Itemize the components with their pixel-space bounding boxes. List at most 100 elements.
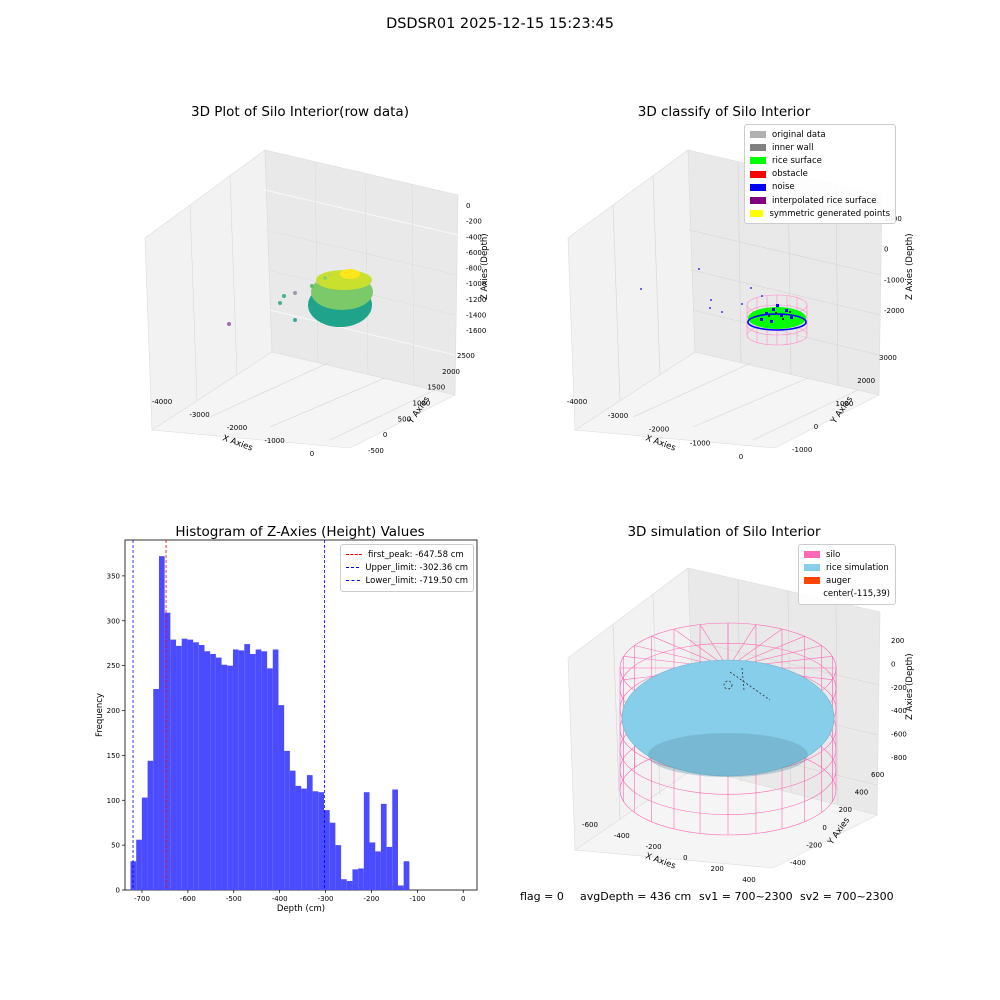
legend-line-swatch bbox=[346, 554, 362, 556]
histogram-x-tick: 0 bbox=[461, 895, 465, 903]
panel2-y-ticks: -1000 0 1000 2000 3000 bbox=[792, 354, 897, 454]
panel1-y-tick: 2500 bbox=[457, 352, 475, 360]
histogram-x-tick: -300 bbox=[318, 895, 334, 903]
panel4-z-tick: 200 bbox=[891, 637, 904, 645]
panel1-x-tick: -3000 bbox=[189, 411, 209, 419]
histogram-bar bbox=[158, 556, 165, 890]
legend-label: symmetric generated points bbox=[769, 208, 890, 219]
panel1-z-tick: -400 bbox=[466, 233, 482, 241]
legend-swatch bbox=[750, 197, 766, 205]
legend-item: obstacle bbox=[750, 168, 890, 181]
panel4-auger bbox=[723, 667, 771, 701]
histogram-bar bbox=[329, 822, 336, 890]
panel1-x-tick: -1000 bbox=[264, 437, 284, 445]
legend-swatch bbox=[750, 144, 766, 152]
histogram-bar bbox=[244, 644, 251, 890]
panel1-z-tick: -200 bbox=[466, 218, 482, 226]
panel2-z-tick: 0 bbox=[884, 246, 888, 254]
legend-swatch bbox=[750, 170, 766, 178]
panel2-x-tick: -1000 bbox=[690, 439, 710, 447]
legend-item: rice surface bbox=[750, 154, 890, 167]
legend-swatch bbox=[750, 131, 766, 139]
panel4-legend: silo rice simulation auger center(-115,39) bbox=[798, 544, 896, 605]
panel2-legend: original data inner wall rice surface obsta… bbox=[744, 124, 896, 225]
panel2-title: 3D classify of Silo Interior bbox=[637, 104, 811, 120]
histogram-legend-item: Lower_limit: -719.50 cm bbox=[346, 574, 468, 587]
panel2-y-tick: 1000 bbox=[836, 400, 854, 408]
panel1-y-tick: -500 bbox=[368, 447, 384, 455]
histogram-bar bbox=[397, 885, 404, 890]
panel1-y-tick: 0 bbox=[383, 431, 387, 439]
panel1-x-ticks: -4000 -3000 -2000 -1000 0 bbox=[152, 398, 314, 458]
legend-item: auger bbox=[804, 574, 890, 587]
histogram-bar bbox=[250, 653, 256, 890]
legend-item: inner wall bbox=[750, 141, 890, 154]
histogram-bar bbox=[363, 792, 370, 890]
legend-item: noise bbox=[750, 181, 890, 194]
legend-swatch bbox=[804, 591, 817, 598]
panel4-z-tick: -600 bbox=[891, 731, 907, 739]
panel2-floor-pane bbox=[574, 351, 880, 449]
panel4-y-tick: -200 bbox=[806, 841, 822, 849]
panel4-y-tick: 600 bbox=[871, 771, 884, 779]
panel1-z-tick: -600 bbox=[466, 249, 482, 257]
panel2-x-tick: 0 bbox=[739, 453, 743, 461]
panel4-z-tick: -400 bbox=[891, 707, 907, 715]
histogram-bar bbox=[181, 638, 188, 890]
panel1-title: 3D Plot of Silo Interior(row data) bbox=[191, 104, 409, 120]
histogram-bar bbox=[176, 645, 182, 890]
panel2-x-ticks: -4000 -3000 -2000 -1000 0 bbox=[567, 398, 743, 461]
panel1-z-tick: -1200 bbox=[466, 296, 486, 304]
histogram-y-tick: 0 bbox=[116, 887, 120, 895]
panel4-x-tick: 0 bbox=[683, 854, 687, 862]
legend-swatch bbox=[804, 551, 820, 559]
histogram-bar bbox=[323, 810, 330, 890]
histogram-x-tick: -500 bbox=[226, 895, 242, 903]
panel2-y-tick: -1000 bbox=[792, 446, 812, 454]
legend-label: noise bbox=[772, 182, 795, 193]
panel4-rice-surface bbox=[621, 659, 835, 777]
histogram-bars bbox=[130, 556, 410, 890]
histogram-bar bbox=[141, 797, 148, 890]
panel1-y-tick: 500 bbox=[398, 415, 411, 423]
legend-item: symmetric generated points bbox=[750, 207, 890, 220]
legend-label: auger bbox=[826, 575, 851, 586]
panel1-surface-peak bbox=[340, 269, 360, 279]
histogram-bar bbox=[193, 642, 199, 890]
legend-label: center(-115,39) bbox=[823, 589, 890, 600]
panel2-wall-points bbox=[768, 311, 791, 320]
panel2-z-label: Z Axies (Depth) bbox=[905, 233, 915, 300]
panel1-z-label: Z Axies (Depth) bbox=[480, 233, 490, 300]
histogram-bar bbox=[335, 845, 342, 890]
panel1-x-tick: -2000 bbox=[227, 424, 247, 432]
panel1-x-tick: -4000 bbox=[152, 398, 172, 406]
panel2-x-tick: -4000 bbox=[567, 398, 587, 406]
panel2-rice-surface bbox=[748, 307, 806, 329]
legend-label: inner wall bbox=[772, 142, 814, 153]
panel2-z-tick: -2000 bbox=[884, 307, 904, 315]
legend-item: center(-115,39) bbox=[804, 588, 890, 601]
panel2-y-tick: 2000 bbox=[857, 377, 875, 385]
histogram-bar bbox=[312, 791, 319, 890]
histogram-legend-item: Upper_limit: -302.36 cm bbox=[346, 561, 468, 574]
panel1-y-tick: 1000 bbox=[413, 400, 431, 408]
histogram-bar bbox=[301, 788, 307, 890]
histogram-x-label: Depth (cm) bbox=[277, 904, 325, 914]
histogram-x-tick: -600 bbox=[180, 895, 196, 903]
histogram-bar bbox=[170, 639, 177, 890]
panel1-z-tick: 0 bbox=[466, 202, 470, 210]
panel1-floor-pane bbox=[151, 351, 456, 449]
legend-label: rice simulation bbox=[826, 562, 889, 573]
histogram-bar bbox=[164, 612, 171, 890]
legend-label: Lower_limit: -719.50 cm bbox=[365, 575, 468, 586]
histogram-bar bbox=[318, 792, 324, 890]
legend-item: original data bbox=[750, 128, 890, 141]
histogram-bar bbox=[403, 861, 410, 890]
histogram-bar bbox=[227, 665, 233, 890]
panel4-x-ticks: -600 -400 -200 0 200 400 bbox=[582, 821, 756, 884]
panel4-x-tick: 400 bbox=[742, 876, 755, 884]
histogram-bar bbox=[232, 649, 239, 890]
panel2-z-tick: -1000 bbox=[884, 276, 904, 284]
histogram-y-tick: 50 bbox=[111, 842, 120, 850]
